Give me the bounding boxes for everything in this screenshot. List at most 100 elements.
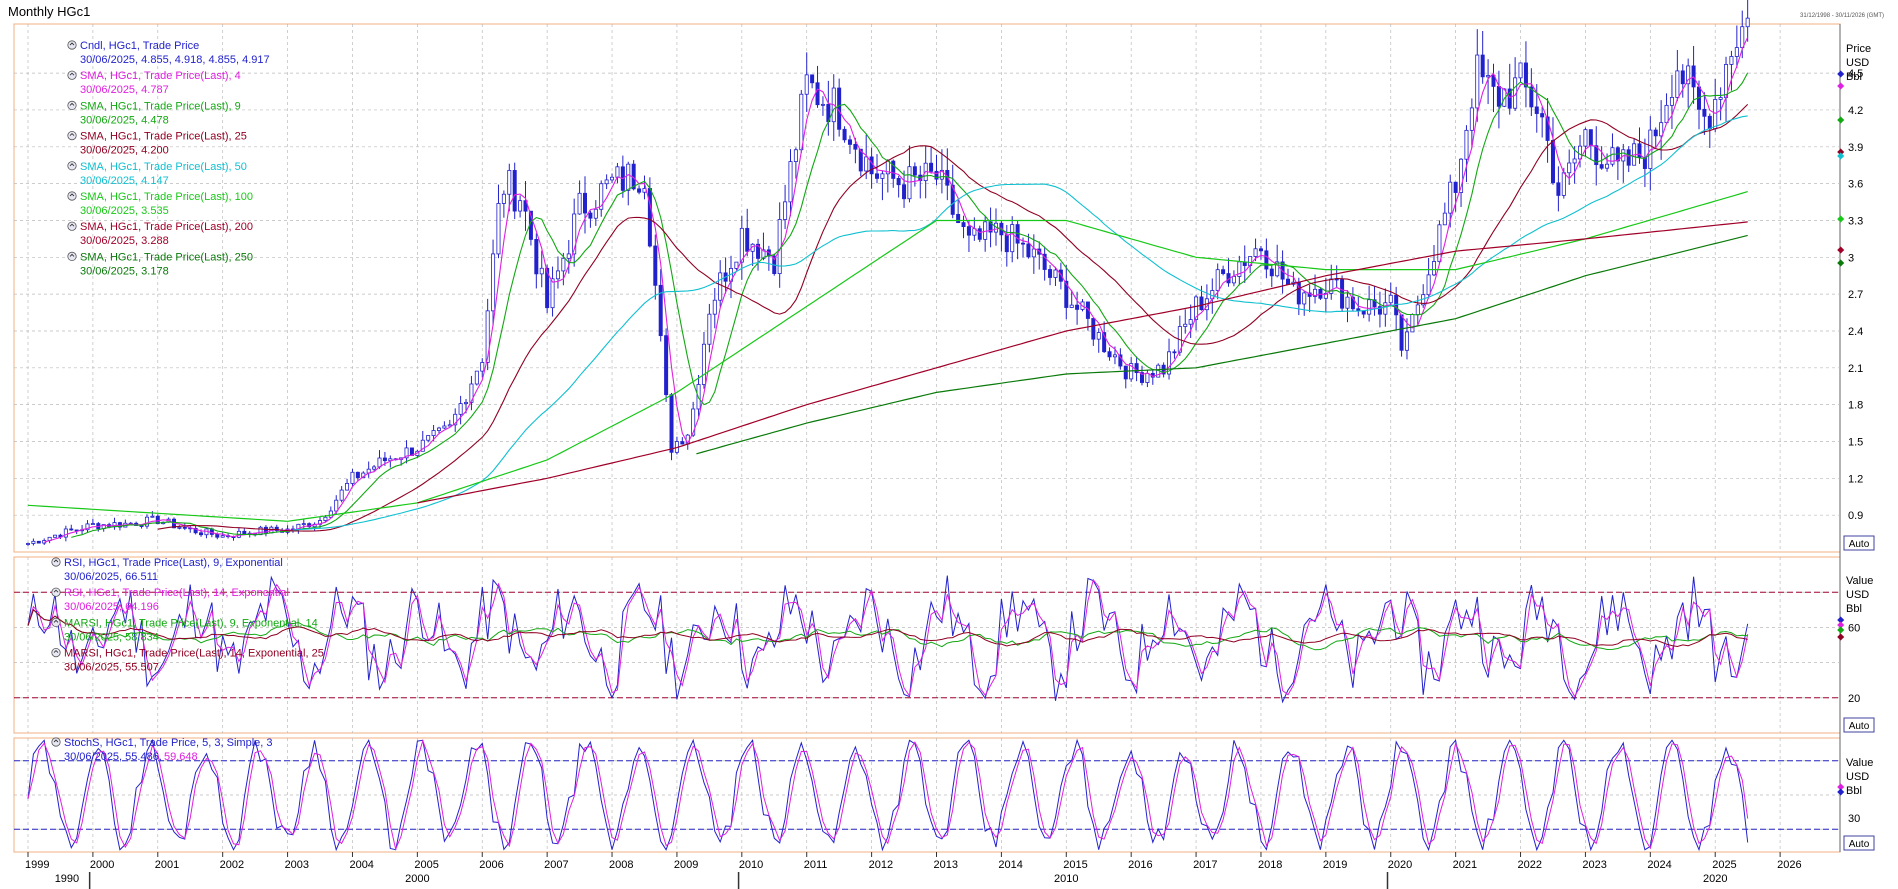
candle-body <box>1707 115 1712 130</box>
candle-body <box>431 430 436 436</box>
legend-icon-main[interactable] <box>67 100 77 111</box>
legend-icon-main[interactable] <box>67 191 77 201</box>
candle-body <box>745 227 750 252</box>
rsi-axis-header: USD <box>1846 589 1869 601</box>
legend-icon-main[interactable] <box>67 221 77 231</box>
y-tick-main: 0.9 <box>1848 510 1863 522</box>
candle-body <box>1345 296 1350 309</box>
candle-body <box>496 203 501 255</box>
main-axis-header: Price <box>1846 43 1871 55</box>
x-decade-label: 2000 <box>405 873 429 885</box>
stoch-axis-header: USD <box>1846 771 1869 783</box>
candle-body <box>929 162 934 172</box>
y-tick-main: 1.5 <box>1848 436 1863 448</box>
candle-body <box>436 427 441 431</box>
candle-body <box>1399 314 1404 351</box>
candle-body <box>1437 224 1442 262</box>
auto-button-stoch[interactable] <box>1843 835 1875 851</box>
candle-body <box>950 184 955 215</box>
candle-body <box>599 183 604 210</box>
candle-body <box>85 523 90 531</box>
candle-body <box>1669 97 1674 106</box>
value-marker <box>1837 215 1845 223</box>
candle-body <box>891 160 896 179</box>
x-tick-label: 2013 <box>934 859 958 871</box>
candle-body <box>664 335 669 396</box>
candle-body <box>447 424 452 427</box>
marsi-9-line <box>27 608 1748 651</box>
legend-icon-rsi[interactable] <box>51 647 61 658</box>
candle-body <box>382 457 387 462</box>
candle-body <box>1653 129 1658 137</box>
candle-body <box>1556 182 1561 196</box>
candle-body <box>902 184 907 200</box>
candle-body <box>1221 269 1226 274</box>
x-tick-label: 2023 <box>1582 859 1606 871</box>
candle-body <box>691 408 696 436</box>
candle-body <box>707 313 712 345</box>
auto-button-rsi[interactable] <box>1843 717 1875 733</box>
candle-body <box>1167 351 1172 375</box>
candle-body <box>545 267 550 309</box>
candle-body <box>837 87 842 130</box>
legend-icon-main[interactable] <box>67 131 77 141</box>
candle-body <box>1540 113 1545 118</box>
candle-body <box>810 74 815 84</box>
y-tick-main: 2.1 <box>1848 363 1863 375</box>
auto-button-main[interactable] <box>1843 535 1875 551</box>
candle-body <box>739 227 744 263</box>
x-decade-label: 2010 <box>1054 873 1078 885</box>
candle-body <box>842 128 847 141</box>
legend-icon-main[interactable] <box>67 161 77 171</box>
candle-body <box>1313 288 1318 297</box>
candle-body <box>1286 278 1291 285</box>
value-marker <box>1837 70 1845 78</box>
legend-title-rsi: RSI, HGc1, Trade Price(Last), 9, Exponen… <box>64 557 283 569</box>
x-tick-label: 2011 <box>804 859 828 871</box>
candle-body <box>1253 248 1258 257</box>
candle-body <box>615 166 620 178</box>
candle-body <box>1021 242 1026 245</box>
stoch-k-line <box>27 738 1749 852</box>
candle-body <box>1561 172 1566 196</box>
candle-body <box>1432 261 1437 276</box>
candle-body <box>1042 253 1047 270</box>
candle-body <box>90 523 95 525</box>
value-marker <box>1837 246 1845 254</box>
legend-icon-main[interactable] <box>67 251 77 261</box>
x-tick-label: 2019 <box>1323 859 1347 871</box>
stoch-d-line <box>27 739 1749 851</box>
legend-icon-rsi[interactable] <box>51 617 61 628</box>
candle-body <box>712 299 717 315</box>
candle-body <box>793 149 798 162</box>
candle-body <box>1588 129 1593 147</box>
candle-body <box>469 383 474 403</box>
x-tick-label: 2018 <box>1258 859 1282 871</box>
legend-icon-stoch[interactable] <box>51 737 61 747</box>
candle-body <box>480 362 485 372</box>
candle-body <box>1680 70 1685 85</box>
legend-icon-main-glyph <box>69 72 75 76</box>
candle-body <box>199 532 204 536</box>
legend-icon-main[interactable] <box>67 40 77 50</box>
legend-icon-rsi[interactable] <box>51 587 61 597</box>
legend-icon-rsi-glyph <box>53 589 59 593</box>
candle-body <box>404 447 409 459</box>
sma-100-line <box>27 191 1748 522</box>
candle-body <box>485 310 490 363</box>
x-tick-label: 2005 <box>414 859 438 871</box>
candle-body <box>734 261 739 269</box>
candle-body <box>215 534 220 538</box>
candle-body <box>550 278 555 309</box>
candle-body <box>25 543 30 545</box>
candle-body <box>53 534 58 538</box>
candle-body <box>1004 234 1009 253</box>
legend-icon-main[interactable] <box>67 70 77 80</box>
x-tick-label: 2006 <box>479 859 503 871</box>
legend-icon-rsi[interactable] <box>51 557 61 567</box>
candle-body <box>680 441 685 445</box>
legend-title-stoch: StochS, HGc1, Trade Price, 5, 3, Simple,… <box>64 737 272 749</box>
legend-title-main: SMA, HGc1, Trade Price(Last), 250 <box>80 251 253 263</box>
legend-title-main: SMA, HGc1, Trade Price(Last), 200 <box>80 221 253 233</box>
